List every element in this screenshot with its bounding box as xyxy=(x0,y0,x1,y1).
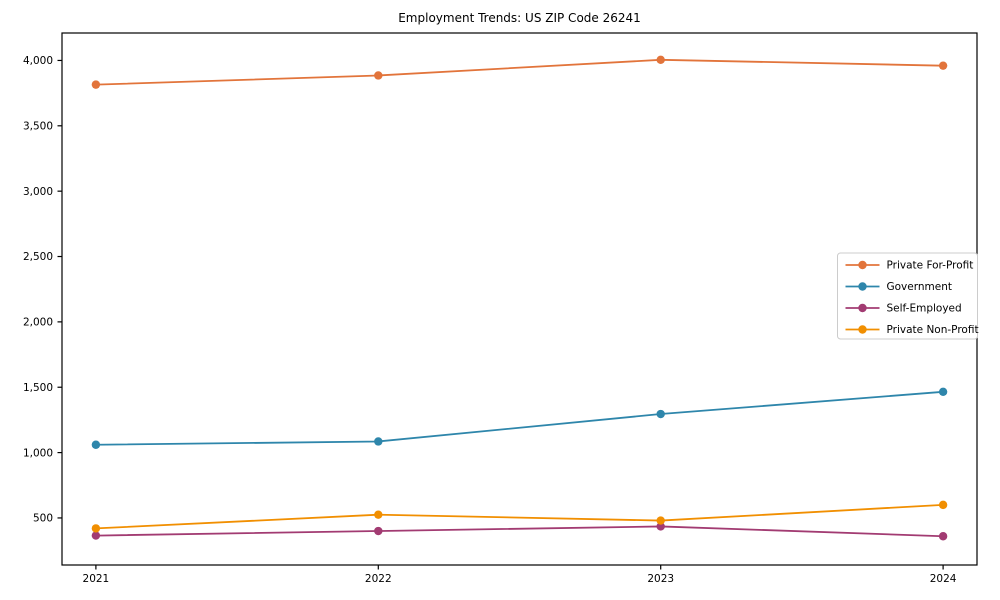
series-marker-self-employed xyxy=(374,526,383,536)
series-marker-government xyxy=(656,409,665,419)
legend-marker-dot xyxy=(858,260,867,270)
series-marker-private-non-profit xyxy=(656,516,665,525)
legend-item-private-for-profit: Private For-Profit xyxy=(845,260,974,272)
series-marker-private-for-profit xyxy=(656,55,665,64)
legend-label: Government xyxy=(887,281,952,293)
y-tick-label: 2,500 xyxy=(23,251,53,263)
series-marker-private-for-profit xyxy=(938,61,948,70)
legend-box xyxy=(837,252,978,340)
series-marker-self-employed xyxy=(938,532,948,541)
series-marker-government xyxy=(91,440,101,449)
x-tick-label: 2024 xyxy=(930,573,957,585)
series-line-self-employed xyxy=(95,525,944,538)
chart-title: Employment Trends: US ZIP Code 26241 xyxy=(398,11,641,25)
series-marker-private-for-profit xyxy=(91,80,101,89)
legend-label: Private For-Profit xyxy=(887,260,974,272)
legend-item-self-employed: Self-Employed xyxy=(845,303,962,315)
x-tick-label: 2022 xyxy=(365,573,392,585)
legend-label: Private Non-Profit xyxy=(887,324,979,336)
series-marker-private-non-profit xyxy=(91,524,101,533)
y-tick-label: 1,500 xyxy=(23,382,53,394)
x-tick-label: 2021 xyxy=(83,573,110,585)
series-marker-government xyxy=(938,387,948,397)
series-line-private-non-profit xyxy=(95,503,944,530)
y-tick-label: 4,000 xyxy=(23,55,53,67)
legend: Private For-Profit Government Self-Employe… xyxy=(837,252,979,340)
series-marker-government xyxy=(374,437,383,446)
legend-item-private-non-profit: Private Non-Profit xyxy=(845,324,979,336)
y-tick-label: 3,000 xyxy=(23,186,53,198)
y-tick-label: 3,500 xyxy=(23,121,53,133)
legend-marker-dot xyxy=(858,325,867,334)
legend-item-government: Government xyxy=(845,281,952,293)
series-marker-private-non-profit xyxy=(938,500,948,510)
series-line-government xyxy=(95,390,944,446)
x-tick-label: 2023 xyxy=(647,573,674,585)
y-tick-label: 500 xyxy=(33,513,53,525)
series-line-private-for-profit xyxy=(95,58,944,86)
series-marker-private-non-profit xyxy=(374,510,383,519)
series-marker-self-employed xyxy=(91,531,101,540)
series-marker-private-for-profit xyxy=(374,71,383,80)
y-tick-label: 1,000 xyxy=(23,447,53,459)
legend-marker-dot xyxy=(858,282,867,291)
legend-marker-dot xyxy=(858,303,867,313)
series-marker-self-employed xyxy=(656,522,665,531)
y-tick-label: 2,000 xyxy=(23,317,53,329)
legend-label: Self-Employed xyxy=(887,303,962,315)
